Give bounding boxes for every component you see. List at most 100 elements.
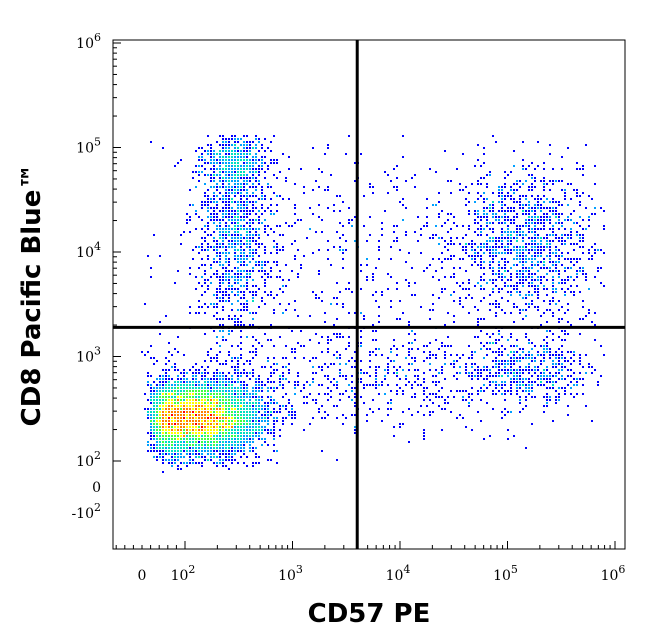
event-dot	[201, 306, 203, 308]
event-dot	[195, 396, 197, 398]
event-dot	[219, 243, 221, 245]
event-dot	[246, 207, 248, 209]
event-dot	[195, 312, 197, 314]
event-dot	[543, 186, 545, 188]
event-dot	[264, 162, 266, 164]
event-dot	[234, 426, 236, 428]
event-dot	[147, 450, 149, 452]
event-dot	[525, 234, 527, 236]
event-dot	[507, 234, 509, 236]
event-dot	[243, 183, 245, 185]
event-dot	[177, 420, 179, 422]
event-dot	[201, 456, 203, 458]
event-dot	[267, 165, 269, 167]
event-dot	[213, 417, 215, 419]
event-dot	[180, 444, 182, 446]
event-dot	[204, 423, 206, 425]
event-dot	[192, 438, 194, 440]
event-dot	[276, 387, 278, 389]
event-dot	[450, 294, 452, 296]
event-dot	[510, 381, 512, 383]
event-dot	[231, 375, 233, 377]
event-dot	[228, 189, 230, 191]
event-dot	[426, 387, 428, 389]
event-dot	[507, 216, 509, 218]
event-dot	[165, 363, 167, 365]
event-dot	[534, 288, 536, 290]
event-dot	[519, 372, 521, 374]
event-dot	[507, 363, 509, 365]
event-dot	[258, 342, 260, 344]
event-dot	[522, 279, 524, 281]
event-dot	[558, 393, 560, 395]
event-dot	[543, 237, 545, 239]
event-dot	[216, 435, 218, 437]
event-dot	[393, 435, 395, 437]
event-dot	[174, 402, 176, 404]
event-dot	[498, 237, 500, 239]
event-dot	[411, 342, 413, 344]
event-dot	[258, 138, 260, 140]
event-dot	[570, 375, 572, 377]
event-dot	[561, 330, 563, 332]
event-dot	[381, 420, 383, 422]
event-dot	[267, 459, 269, 461]
event-dot	[198, 171, 200, 173]
event-dot	[222, 363, 224, 365]
event-dot	[516, 288, 518, 290]
event-dot	[225, 291, 227, 293]
event-dot	[603, 252, 605, 254]
event-dot	[255, 135, 257, 137]
event-dot	[165, 447, 167, 449]
event-dot	[162, 369, 164, 371]
event-dot	[234, 183, 236, 185]
event-dot	[243, 294, 245, 296]
event-dot	[570, 219, 572, 221]
event-dot	[210, 408, 212, 410]
event-dot	[327, 207, 329, 209]
event-dot	[234, 369, 236, 371]
event-dot	[342, 375, 344, 377]
event-dot	[201, 408, 203, 410]
event-dot	[378, 348, 380, 350]
event-dot	[195, 453, 197, 455]
event-dot	[168, 384, 170, 386]
event-dot	[210, 432, 212, 434]
event-dot	[471, 399, 473, 401]
event-dot	[519, 354, 521, 356]
event-dot	[495, 216, 497, 218]
event-dot	[162, 462, 164, 464]
event-dot	[429, 411, 431, 413]
event-dot	[180, 372, 182, 374]
event-dot	[444, 222, 446, 224]
event-dot	[504, 198, 506, 200]
event-dot	[375, 291, 377, 293]
event-dot	[549, 252, 551, 254]
event-dot	[228, 168, 230, 170]
event-dot	[255, 453, 257, 455]
event-dot	[201, 420, 203, 422]
event-dot	[270, 252, 272, 254]
event-dot	[525, 396, 527, 398]
event-dot	[150, 426, 152, 428]
event-dot	[243, 219, 245, 221]
event-dot	[519, 207, 521, 209]
event-dot	[207, 189, 209, 191]
event-dot	[543, 207, 545, 209]
event-dot	[162, 471, 164, 473]
event-dot	[222, 156, 224, 158]
event-dot	[243, 186, 245, 188]
event-dot	[177, 441, 179, 443]
event-dot	[318, 168, 320, 170]
event-dot	[549, 399, 551, 401]
event-dot	[510, 243, 512, 245]
event-dot	[603, 210, 605, 212]
event-dot	[540, 204, 542, 206]
event-dot	[342, 423, 344, 425]
event-dot	[489, 369, 491, 371]
event-dot	[219, 345, 221, 347]
event-dot	[228, 192, 230, 194]
event-dot	[234, 156, 236, 158]
event-dot	[537, 294, 539, 296]
event-dot	[480, 285, 482, 287]
